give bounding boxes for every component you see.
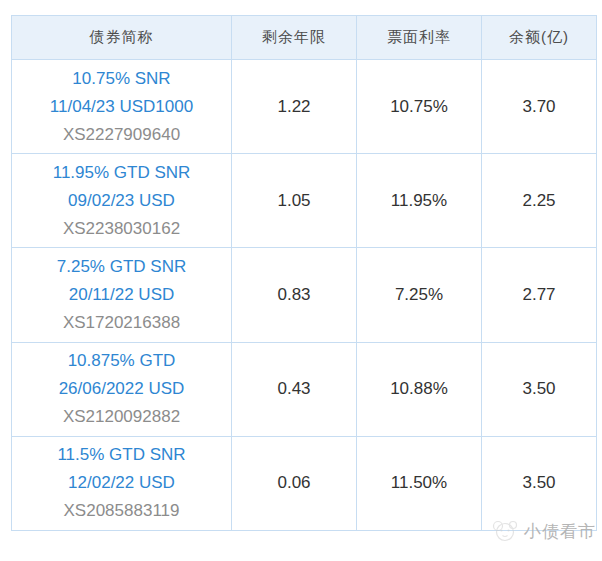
bond-isin: XS2238030162: [12, 215, 231, 243]
table-row: 10.75% SNR11/04/23 USD1000 XS2227909640 …: [12, 60, 597, 154]
watermark-label: 小债看市: [524, 520, 596, 543]
bond-name-cell: 10.875% GTD26/06/2022 USD XS2120092882: [12, 342, 232, 436]
remaining-years-value: 0.83: [232, 248, 357, 342]
table-row: 11.95% GTD SNR09/02/23 USD XS2238030162 …: [12, 154, 597, 248]
coupon-rate-value: 10.75%: [357, 60, 482, 154]
table-row: 11.5% GTD SNR12/02/22 USD XS2085883119 0…: [12, 436, 597, 530]
remaining-years-value: 0.43: [232, 342, 357, 436]
bond-name-cell: 11.95% GTD SNR09/02/23 USD XS2238030162: [12, 154, 232, 248]
bond-isin: XS1720216388: [12, 309, 231, 337]
bond-name-link[interactable]: 10.875% GTD26/06/2022 USD: [12, 347, 231, 403]
watermark: 小债看市: [490, 519, 596, 543]
balance-value: 3.50: [482, 342, 597, 436]
balance-value: 2.77: [482, 248, 597, 342]
table-row: 10.875% GTD26/06/2022 USD XS2120092882 0…: [12, 342, 597, 436]
bond-table: 债券简称 剩余年限 票面利率 余额(亿) 10.75% SNR11/04/23 …: [11, 15, 597, 531]
bond-isin: XS2085883119: [12, 497, 231, 525]
bond-name-link[interactable]: 11.5% GTD SNR12/02/22 USD: [12, 441, 231, 497]
bond-isin: XS2120092882: [12, 403, 231, 431]
coupon-rate-value: 7.25%: [357, 248, 482, 342]
balance-value: 3.50: [482, 436, 597, 530]
coupon-rate-value: 10.88%: [357, 342, 482, 436]
table-row: 7.25% GTD SNR20/11/22 USD XS1720216388 0…: [12, 248, 597, 342]
panda-logo-icon: [490, 519, 520, 543]
balance-value: 2.25: [482, 154, 597, 248]
coupon-rate-value: 11.50%: [357, 436, 482, 530]
table-header-row: 债券简称 剩余年限 票面利率 余额(亿): [12, 16, 597, 60]
bond-name-link[interactable]: 7.25% GTD SNR20/11/22 USD: [12, 253, 231, 309]
column-header-remaining-years: 剩余年限: [232, 16, 357, 60]
column-header-coupon-rate: 票面利率: [357, 16, 482, 60]
bond-name-cell: 10.75% SNR11/04/23 USD1000 XS2227909640: [12, 60, 232, 154]
bond-name-cell: 7.25% GTD SNR20/11/22 USD XS1720216388: [12, 248, 232, 342]
column-header-balance: 余额(亿): [482, 16, 597, 60]
column-header-bond-name: 债券简称: [12, 16, 232, 60]
remaining-years-value: 1.22: [232, 60, 357, 154]
bond-isin: XS2227909640: [12, 121, 231, 149]
remaining-years-value: 0.06: [232, 436, 357, 530]
bond-name-link[interactable]: 11.95% GTD SNR09/02/23 USD: [12, 159, 231, 215]
remaining-years-value: 1.05: [232, 154, 357, 248]
bond-name-link[interactable]: 10.75% SNR11/04/23 USD1000: [12, 65, 231, 121]
balance-value: 3.70: [482, 60, 597, 154]
coupon-rate-value: 11.95%: [357, 154, 482, 248]
bond-name-cell: 11.5% GTD SNR12/02/22 USD XS2085883119: [12, 436, 232, 530]
